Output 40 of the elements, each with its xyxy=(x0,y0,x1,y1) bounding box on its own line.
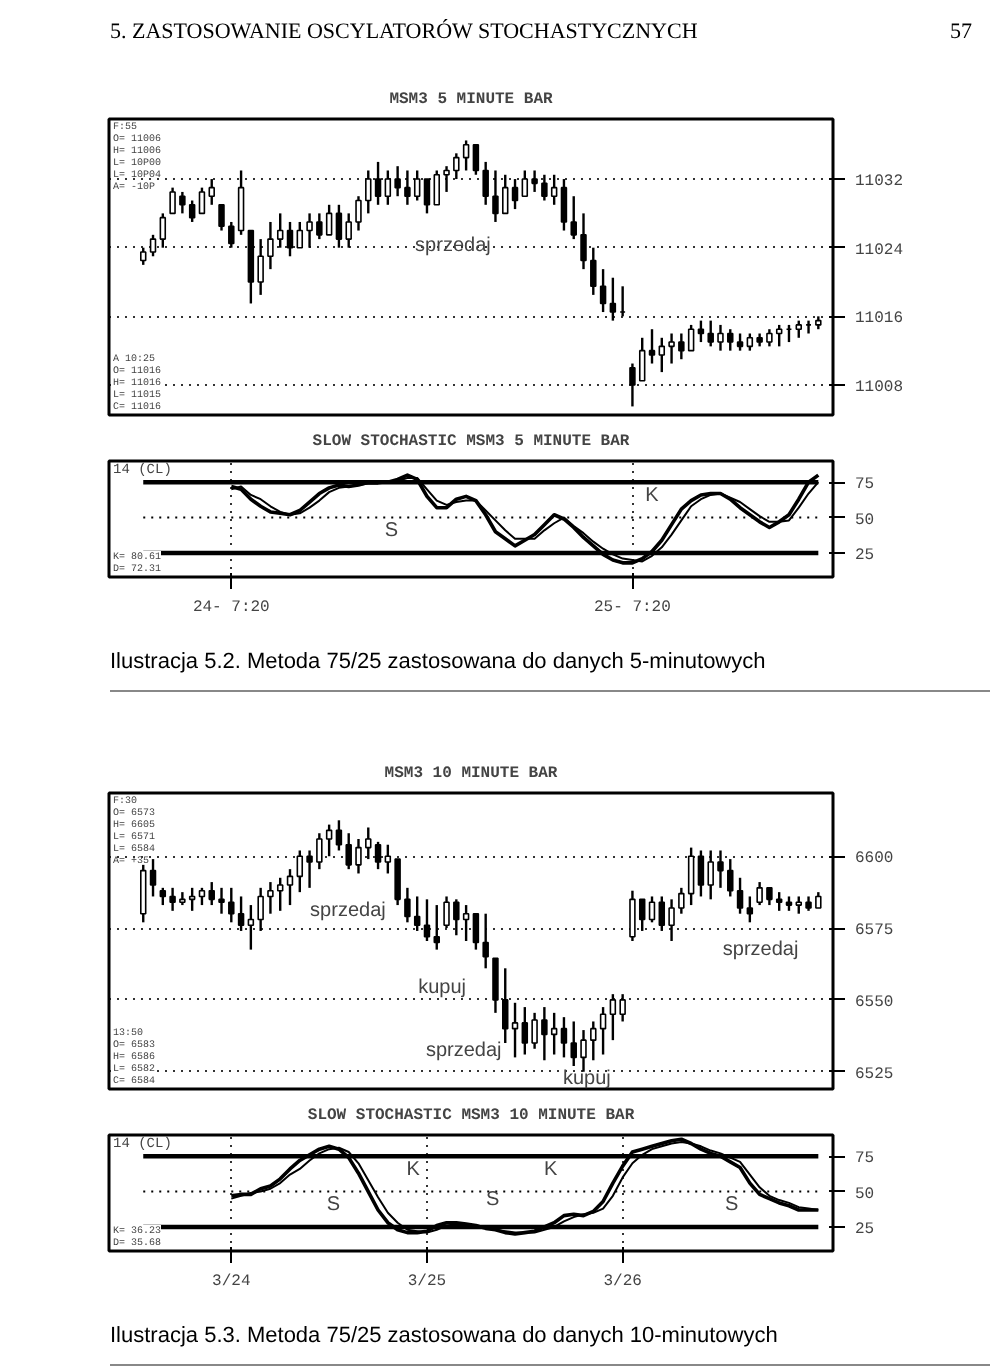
y-tick-label: 11008 xyxy=(855,378,904,397)
y-tick-label: 6525 xyxy=(855,1065,894,1084)
y-tick-label: 25 xyxy=(855,1220,875,1239)
text: 5. ZASTOSOWANIE OSCYLATORÓW STOCHASTYCZNYCH xyxy=(110,18,698,48)
annotation: S xyxy=(384,519,399,542)
annotation: kupuj xyxy=(562,1067,611,1090)
y-tick-label: 11024 xyxy=(855,241,904,260)
x-tick-label: 3/24 xyxy=(212,1273,251,1291)
y-tick-label: 11016 xyxy=(855,310,904,329)
x-tick-label: 3/25 xyxy=(407,1273,447,1291)
annotation: sprzedaj xyxy=(310,900,386,923)
chart-title: MSM3 5 MINUTE BAR xyxy=(389,91,554,109)
chart-title: MSM3 10 MINUTE BAR xyxy=(384,765,558,783)
y-tick-label: 6575 xyxy=(855,922,894,941)
annotation: K xyxy=(543,1158,558,1181)
annotation: kupuj xyxy=(418,977,466,1000)
annotation: S xyxy=(326,1193,341,1216)
annotation: sprzedaj xyxy=(425,1039,502,1062)
y-tick-label: 25 xyxy=(855,546,875,565)
y-tick-label: 75 xyxy=(855,1150,875,1169)
chart-title: SLOW STOCHASTIC MSM3 5 MINUTE BAR xyxy=(312,433,630,451)
y-tick-label: 50 xyxy=(855,511,875,530)
text: Ilustracja 5.2. Metoda 75/25 zastosowana do danych 5-minutowych xyxy=(110,648,766,678)
y-tick-label: 6600 xyxy=(855,850,894,869)
y-tick-label: 6550 xyxy=(855,993,894,1012)
text: 57 xyxy=(950,18,972,48)
x-tick-label: 24- 7:20 xyxy=(192,599,271,617)
chart-title: SLOW STOCHASTIC MSM3 10 MINUTE BAR xyxy=(307,1107,635,1125)
x-tick-label: 3/26 xyxy=(603,1273,643,1291)
annotation: sprzedaj xyxy=(415,235,491,258)
y-tick-label: 50 xyxy=(855,1185,875,1204)
annotation: S xyxy=(724,1193,739,1216)
annotation: S xyxy=(486,1188,501,1211)
annotation: sprzedaj xyxy=(722,938,799,961)
y-tick-label: 11032 xyxy=(855,173,904,192)
x-tick-label: 25- 7:20 xyxy=(594,599,672,617)
y-tick-label: 75 xyxy=(855,476,875,495)
text: Ilustracja 5.3. Metoda 75/25 zastosowana do danych 10-minutowych xyxy=(110,1322,778,1352)
annotation: K xyxy=(406,1158,421,1181)
annotation: K xyxy=(645,484,660,507)
